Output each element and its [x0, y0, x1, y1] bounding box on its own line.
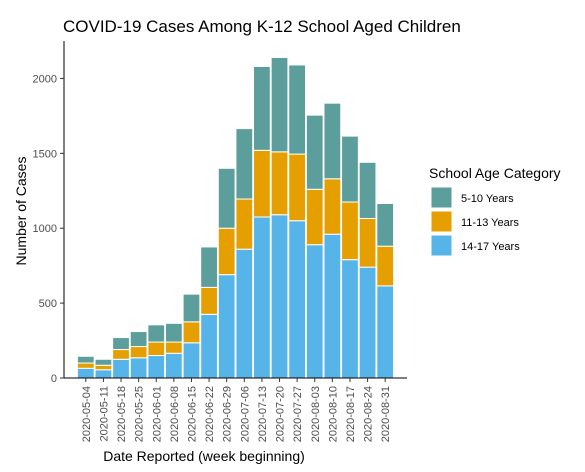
legend-label: 5-10 Years [461, 193, 514, 205]
bar-segment [76, 355, 95, 364]
bar-segment [129, 331, 148, 348]
bar-segment [323, 102, 342, 180]
bar-segment [253, 216, 271, 379]
x-tick-label: 2020-06-29 [222, 386, 234, 442]
x-tick-label: 2020-08-03 [310, 386, 322, 442]
bar-segment [112, 349, 130, 360]
bar-segment [164, 341, 183, 354]
bar-segment [288, 153, 307, 222]
bar-segment [288, 220, 307, 379]
y-tick-label: 500 [39, 298, 57, 310]
bar-segment [217, 274, 236, 379]
bar-segment [200, 246, 218, 288]
x-axis: 2020-05-04 2020-05-11 2020-05-18 2020-05-25… [64, 377, 407, 442]
x-tick-label: 2020-05-11 [98, 386, 110, 441]
bar-segment [358, 266, 377, 379]
bar-segment [253, 65, 271, 151]
legend-title: School Age Category [429, 165, 561, 181]
legend-swatch [430, 210, 453, 233]
x-tick-label: 2020-08-17 [345, 386, 357, 442]
x-tick-label: 2020-05-25 [134, 386, 146, 442]
legend: School Age Category 5-10 Years 11-13 Year… [429, 165, 561, 257]
y-tick-label: 1000 [33, 223, 57, 235]
x-tick-label: 2020-07-20 [275, 386, 287, 442]
legend-label: 11-13 Years [461, 217, 519, 229]
legend-label: 14-17 Years [461, 241, 520, 253]
bar-segment [323, 178, 342, 235]
y-axis: 0 500 1000 1500 2000 [33, 41, 65, 385]
bar-segment [76, 367, 95, 379]
bar-segment [270, 214, 289, 379]
legend-swatch [430, 186, 453, 209]
legend-swatch [430, 234, 453, 257]
bar-segment [305, 114, 324, 190]
bar-segment [164, 322, 183, 343]
bar-segment [305, 244, 324, 379]
bar-segment [376, 245, 395, 287]
x-tick-label: 2020-05-04 [81, 386, 93, 442]
bar-segment [182, 321, 201, 344]
x-axis-label: Date Reported (week beginning) [103, 448, 305, 464]
bar-segment [94, 358, 113, 366]
x-tick-label: 2020-08-10 [327, 386, 339, 442]
bar-segment [217, 167, 236, 229]
x-tick-label: 2020-08-31 [380, 386, 392, 442]
bar-segment [182, 293, 201, 323]
y-axis-label: Number of Cases [13, 157, 29, 266]
bar-segment [129, 357, 148, 379]
bar-segment [112, 337, 130, 351]
plot-area [76, 56, 395, 379]
bar-segment [323, 233, 342, 379]
y-tick-label: 0 [51, 373, 57, 385]
bar-segment [200, 313, 218, 379]
bar-segment [235, 128, 254, 200]
bar-segment [341, 135, 359, 203]
x-tick-label: 2020-06-15 [186, 386, 198, 442]
bar-segment [358, 161, 377, 219]
bar-segment [376, 285, 395, 379]
y-tick-label: 2000 [33, 73, 57, 85]
bar-segment [341, 201, 359, 261]
bar-segment [270, 151, 289, 216]
bar-segment [341, 259, 359, 379]
bar-segment [376, 203, 395, 247]
bar-segment [235, 198, 254, 250]
bar-segment [94, 369, 113, 379]
bar-segment [358, 217, 377, 268]
bar-segment [129, 346, 148, 359]
bar-segment [112, 358, 130, 379]
x-tick-label: 2020-08-24 [363, 386, 375, 442]
bar-segment [200, 286, 218, 315]
chart-title: COVID-19 Cases Among K-12 School Aged Ch… [63, 17, 461, 36]
bar-segment [305, 188, 324, 246]
x-tick-label: 2020-05-18 [116, 386, 128, 442]
x-tick-label: 2020-07-27 [292, 386, 304, 442]
bar-segment [270, 56, 289, 153]
bar-segment [94, 364, 113, 371]
x-tick-label: 2020-06-22 [204, 386, 216, 442]
x-tick-label: 2020-07-06 [239, 386, 251, 442]
bar-segment [76, 362, 95, 369]
bar-segment [147, 355, 166, 379]
bar-segment [147, 324, 166, 343]
bar-segment [235, 248, 254, 379]
bar-segment [253, 149, 271, 218]
x-tick-label: 2020-06-08 [169, 386, 181, 442]
bar-segment [182, 342, 201, 379]
bar-segment [147, 341, 166, 357]
bar-segment [164, 352, 183, 379]
y-tick-label: 1500 [33, 148, 57, 160]
x-tick-label: 2020-07-13 [257, 386, 269, 442]
bar-segment [217, 227, 236, 276]
x-tick-label: 2020-06-01 [151, 386, 163, 442]
bar-segment [288, 64, 307, 155]
